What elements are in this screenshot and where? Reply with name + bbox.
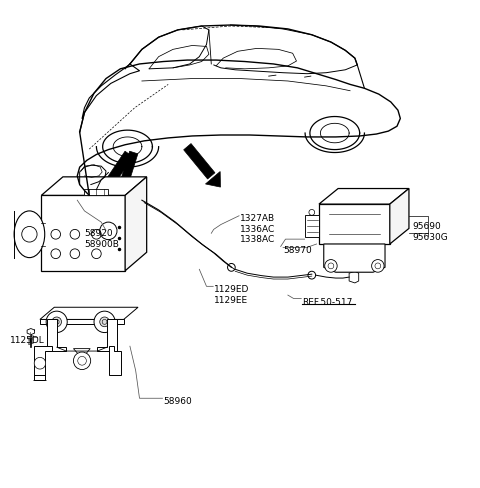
Polygon shape (205, 171, 220, 187)
Polygon shape (97, 320, 117, 351)
Text: 1327AB
1336AC
1338AC: 1327AB 1336AC 1338AC (240, 214, 275, 244)
Text: 58960: 58960 (163, 397, 192, 407)
Polygon shape (40, 320, 124, 325)
Ellipse shape (14, 211, 45, 258)
Circle shape (100, 317, 109, 327)
Circle shape (46, 311, 67, 332)
Circle shape (228, 264, 235, 271)
Polygon shape (102, 151, 133, 191)
Text: 58970: 58970 (283, 246, 312, 255)
Polygon shape (125, 177, 147, 271)
Polygon shape (115, 183, 132, 197)
Polygon shape (319, 204, 390, 244)
Text: REF.50-517: REF.50-517 (302, 298, 353, 306)
Text: 58920
58900B: 58920 58900B (84, 229, 120, 249)
Circle shape (94, 311, 115, 332)
Circle shape (34, 357, 46, 369)
FancyBboxPatch shape (84, 189, 108, 195)
Polygon shape (41, 177, 147, 195)
Polygon shape (324, 244, 385, 272)
Polygon shape (41, 195, 125, 271)
Polygon shape (319, 188, 409, 204)
Polygon shape (184, 143, 215, 179)
Polygon shape (97, 184, 112, 200)
Circle shape (52, 317, 61, 327)
Polygon shape (349, 271, 359, 283)
Polygon shape (305, 215, 319, 237)
Polygon shape (40, 307, 138, 320)
Polygon shape (390, 188, 409, 244)
Text: 95690
95630G: 95690 95630G (412, 222, 448, 242)
Text: 1125DL: 1125DL (10, 336, 45, 346)
Text: 1129ED
1129EE: 1129ED 1129EE (214, 285, 249, 305)
Circle shape (308, 271, 316, 279)
Circle shape (324, 260, 337, 272)
Polygon shape (120, 151, 138, 184)
Polygon shape (73, 348, 90, 358)
Polygon shape (34, 346, 52, 375)
Circle shape (73, 352, 91, 369)
Circle shape (372, 260, 384, 272)
Polygon shape (47, 320, 66, 351)
Polygon shape (109, 346, 121, 375)
